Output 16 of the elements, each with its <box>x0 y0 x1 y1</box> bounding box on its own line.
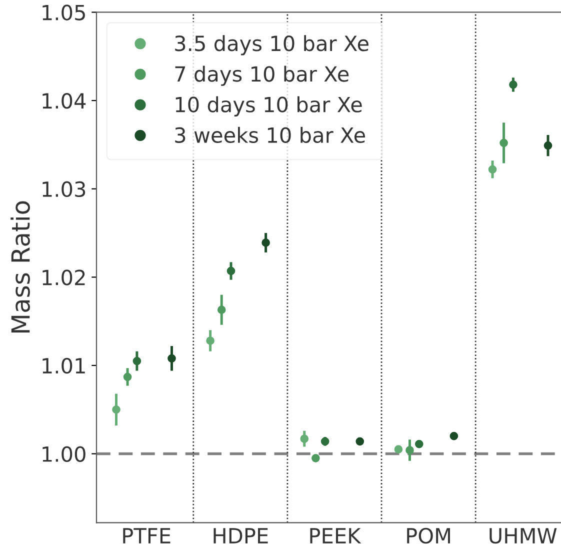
y-tick-label: 1.05 <box>42 4 85 20</box>
y-tick-label: 1.04 <box>42 92 86 109</box>
legend-label: 3.5 days 10 bar Xe <box>175 35 368 56</box>
y-tick-label: 1.00 <box>42 446 86 462</box>
legend-label: 7 days 10 bar Xe <box>175 66 349 86</box>
legend-label: 3 weeks 10 bar Xe <box>175 126 366 144</box>
y-tick-label: 1.01 <box>42 358 85 374</box>
y-tick-label: 1.03 <box>42 181 86 198</box>
legend-label: 10 days 10 bar Xe <box>176 96 362 116</box>
y-axis-title: Mass Ratio <box>10 201 30 333</box>
x-tick-label: POM <box>407 528 450 544</box>
x-tick-label: HDPE <box>214 528 268 544</box>
x-tick-label: PTFE <box>123 528 170 544</box>
x-tick-label: UHMW <box>490 528 557 544</box>
x-tick-label: PEEK <box>310 528 362 544</box>
y-tick-label: 1.02 <box>42 270 85 286</box>
